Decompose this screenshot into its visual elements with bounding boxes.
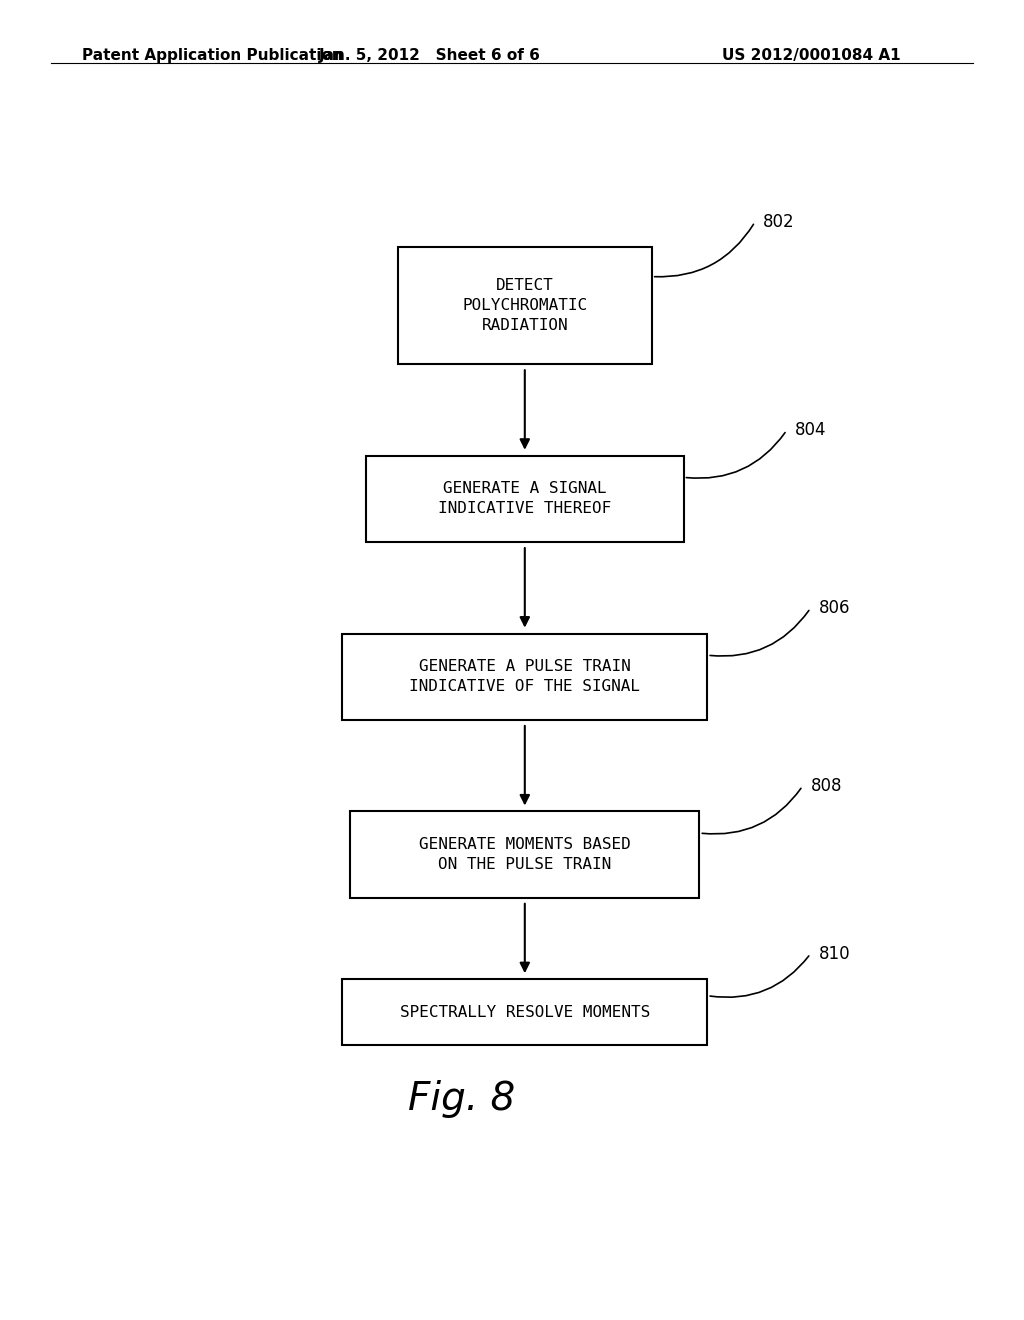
Bar bbox=[350, 812, 699, 898]
Bar bbox=[397, 247, 651, 364]
Text: GENERATE A SIGNAL
INDICATIVE THEREOF: GENERATE A SIGNAL INDICATIVE THEREOF bbox=[438, 482, 611, 516]
Text: US 2012/0001084 A1: US 2012/0001084 A1 bbox=[723, 48, 901, 62]
Text: Jan. 5, 2012   Sheet 6 of 6: Jan. 5, 2012 Sheet 6 of 6 bbox=[319, 48, 541, 62]
Text: Fig. 8: Fig. 8 bbox=[408, 1080, 515, 1118]
Text: Patent Application Publication: Patent Application Publication bbox=[82, 48, 343, 62]
Text: DETECT
POLYCHROMATIC
RADIATION: DETECT POLYCHROMATIC RADIATION bbox=[462, 279, 588, 333]
Bar bbox=[342, 979, 708, 1045]
Text: GENERATE A PULSE TRAIN
INDICATIVE OF THE SIGNAL: GENERATE A PULSE TRAIN INDICATIVE OF THE… bbox=[410, 660, 640, 694]
Text: 806: 806 bbox=[818, 599, 850, 618]
Text: SPECTRALLY RESOLVE MOMENTS: SPECTRALLY RESOLVE MOMENTS bbox=[399, 1005, 650, 1019]
Bar bbox=[367, 455, 684, 543]
Text: 804: 804 bbox=[795, 421, 826, 440]
Text: GENERATE MOMENTS BASED
ON THE PULSE TRAIN: GENERATE MOMENTS BASED ON THE PULSE TRAI… bbox=[419, 837, 631, 873]
Text: 808: 808 bbox=[811, 777, 842, 795]
Text: 810: 810 bbox=[818, 945, 850, 962]
Bar bbox=[342, 634, 708, 719]
Text: 802: 802 bbox=[763, 213, 795, 231]
